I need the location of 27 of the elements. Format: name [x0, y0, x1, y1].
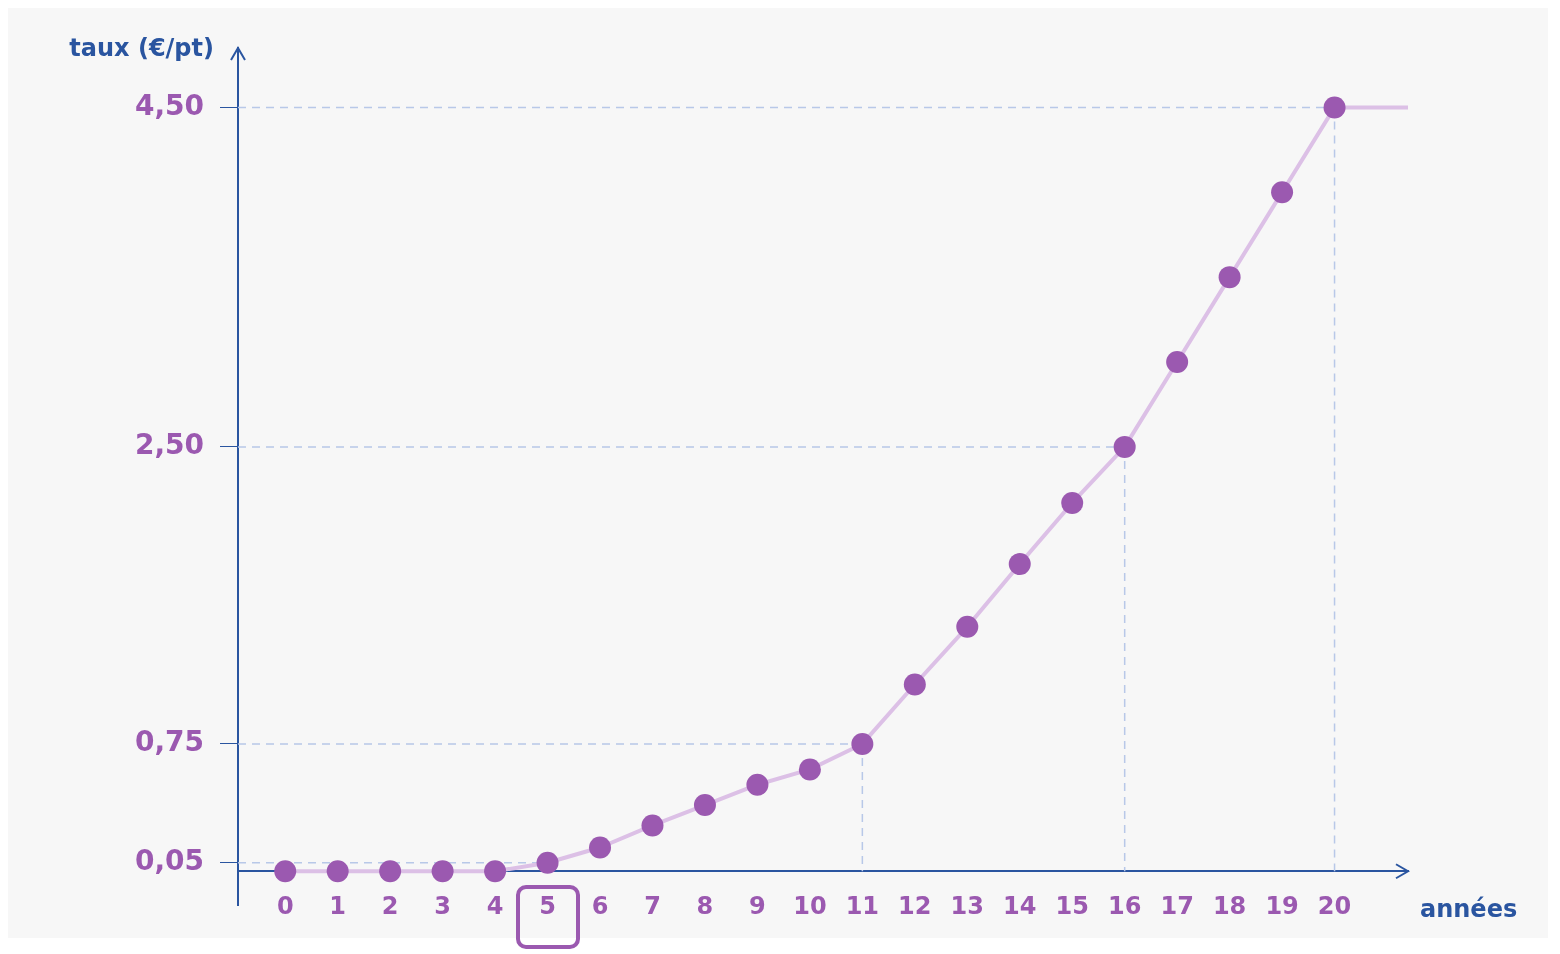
y-tick-label: 2,50 — [134, 428, 204, 462]
x-tick-label: 7 — [644, 891, 661, 920]
x-tick-label: 19 — [1265, 891, 1299, 920]
x-tick-label: 3 — [434, 891, 451, 920]
y-tick-label: 0,75 — [134, 725, 204, 759]
x-tick-label: 6 — [591, 891, 609, 920]
x-axis-title: années — [1420, 895, 1518, 924]
x-tick-label: 15 — [1055, 891, 1089, 920]
x-tick-label: 4 — [486, 891, 504, 920]
x-tick-label: 13 — [950, 891, 984, 920]
x-tick-label: 5 — [539, 891, 556, 920]
x-tick-label: 17 — [1160, 891, 1194, 920]
x-tick-label: 9 — [749, 891, 766, 920]
x-tick-label: 11 — [845, 891, 880, 920]
x-tick-label: 16 — [1107, 891, 1142, 920]
y-axis-title: taux (€/pt) — [69, 34, 214, 63]
x-tick-label: 10 — [793, 891, 827, 920]
x-tick-label: 1 — [329, 891, 347, 920]
x-tick-label: 12 — [898, 891, 932, 920]
x-tick-label: 0 — [276, 891, 294, 920]
x-tick-label: 14 — [1003, 891, 1037, 920]
x-tick-label: 20 — [1317, 891, 1352, 920]
y-tick-label: 0,05 — [134, 844, 204, 878]
y-tick-label: 4,50 — [134, 88, 204, 122]
x-tick-label: 2 — [381, 891, 399, 920]
x-tick-label: 18 — [1212, 891, 1247, 920]
x-tick-label: 8 — [696, 891, 714, 920]
